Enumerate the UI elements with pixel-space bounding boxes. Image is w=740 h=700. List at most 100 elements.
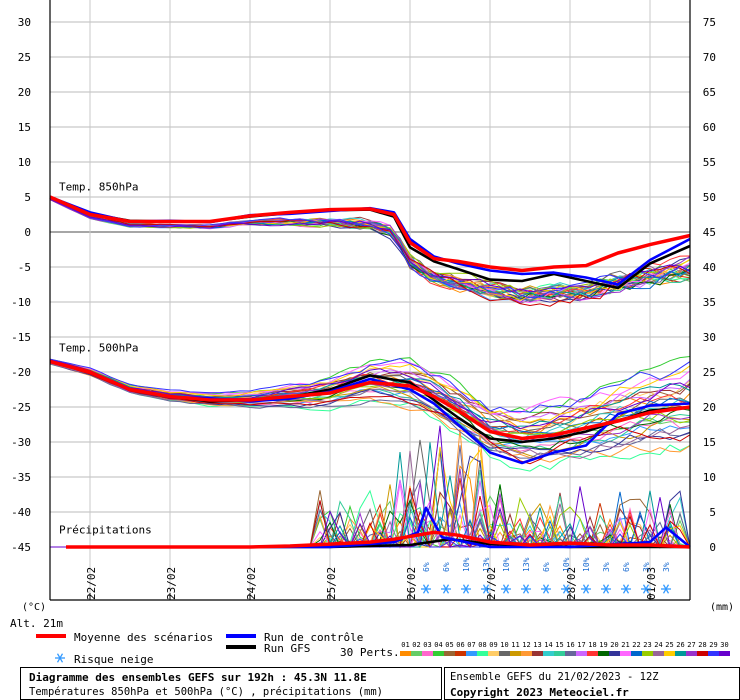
right-tick-label: 30 bbox=[703, 331, 716, 344]
right-tick-label: 25 bbox=[703, 366, 716, 379]
snowflake-stroke bbox=[602, 584, 610, 594]
member-number: 08 bbox=[478, 641, 486, 649]
snowflake-icon bbox=[561, 584, 571, 594]
left-tick-label: 20 bbox=[18, 86, 31, 99]
member-swatch bbox=[521, 651, 532, 656]
member-number: 05 bbox=[445, 641, 453, 649]
snowflake-icon bbox=[461, 584, 471, 594]
member-swatch bbox=[543, 651, 554, 656]
snowflake-stroke bbox=[562, 584, 570, 594]
member-number: 16 bbox=[566, 641, 574, 649]
snowflake-stroke bbox=[522, 584, 530, 594]
snowflake-icon bbox=[601, 584, 611, 594]
snow-risk-row: 6% 6% 10% 13% 10% 13% 6% 10% 10% 3% 6% 3% 3% bbox=[421, 557, 671, 594]
member-number: 25 bbox=[665, 641, 673, 649]
member-number: 18 bbox=[588, 641, 596, 649]
member-swatch bbox=[400, 651, 411, 656]
snowflake-icon bbox=[661, 584, 671, 594]
footer-title: Diagramme des ensembles GEFS sur 192h : … bbox=[29, 671, 367, 684]
snowflake-icon bbox=[581, 584, 591, 594]
member-number: 13 bbox=[533, 641, 541, 649]
member-swatch bbox=[697, 651, 708, 656]
member-number: 17 bbox=[577, 641, 585, 649]
member-swatch bbox=[433, 651, 444, 656]
snow-risk-pct: 10% bbox=[462, 557, 471, 572]
footer-run: Ensemble GEFS du 21/02/2023 - 12Z bbox=[450, 671, 659, 683]
snowflake-stroke bbox=[482, 584, 490, 594]
main-series bbox=[49, 195, 691, 549]
member-number: 03 bbox=[423, 641, 431, 649]
snowflake-icon bbox=[481, 584, 491, 594]
right-tick-label: 0 bbox=[709, 541, 716, 554]
snow-risk-pct: 13% bbox=[522, 557, 531, 572]
right-tick-label: 55 bbox=[703, 156, 716, 169]
snow-risk-pct: 6% bbox=[442, 562, 451, 572]
legend: Moyenne des scénarios Run de contrôle Ru… bbox=[36, 631, 730, 666]
member-line-500 bbox=[49, 359, 691, 430]
member-swatch bbox=[554, 651, 565, 656]
member-swatch bbox=[675, 651, 686, 656]
legend-mean-label: Moyenne des scénarios bbox=[74, 631, 213, 644]
legend-control-label: Run de contrôle bbox=[264, 631, 363, 644]
snowflake-stroke bbox=[582, 584, 590, 594]
left-tick-label: -35 bbox=[11, 471, 31, 484]
legend-mean-swatch bbox=[36, 634, 66, 638]
member-number: 04 bbox=[434, 641, 442, 649]
x-tick-label: 23/02 bbox=[165, 567, 178, 600]
snow-risk-pct: 10% bbox=[562, 557, 571, 572]
member-number: 27 bbox=[687, 641, 695, 649]
snowflake-stroke bbox=[462, 584, 470, 594]
x-tick-label: 24/02 bbox=[245, 567, 258, 600]
footer-run-box: Ensemble GEFS du 21/02/2023 - 12Z Copyri… bbox=[444, 667, 740, 700]
left-tick-label: -10 bbox=[11, 296, 31, 309]
snowflake-icon bbox=[441, 584, 451, 594]
right-tick-label: 50 bbox=[703, 191, 716, 204]
member-swatch bbox=[642, 651, 653, 656]
footer-subtitle: Températures 850hPa et 500hPa (°C) , pré… bbox=[29, 686, 384, 698]
snowflake-icon bbox=[521, 584, 531, 594]
member-swatch bbox=[576, 651, 587, 656]
snow-risk-pct: 6% bbox=[422, 562, 431, 572]
left-tick-label: -45 bbox=[11, 541, 31, 554]
member-line-850 bbox=[49, 198, 691, 299]
member-swatch bbox=[708, 651, 719, 656]
left-tick-label: -5 bbox=[18, 261, 31, 274]
member-swatch bbox=[477, 651, 488, 656]
left-unit-label: (°C) bbox=[22, 602, 46, 613]
member-swatch bbox=[587, 651, 598, 656]
snowflake-stroke bbox=[642, 584, 650, 594]
member-line-500 bbox=[49, 358, 691, 413]
member-number: 23 bbox=[643, 641, 651, 649]
left-tick-label: -25 bbox=[11, 401, 31, 414]
series-control-precip bbox=[66, 506, 691, 549]
member-number: 30 bbox=[720, 641, 728, 649]
right-unit-label: (mm) bbox=[710, 602, 734, 613]
member-number: 20 bbox=[610, 641, 618, 649]
member-number: 22 bbox=[632, 641, 640, 649]
member-number: 02 bbox=[412, 641, 420, 649]
member-legend: 01 02 03 04 05 06 07 08 09 10 11 12 13 14 15 16 17 18 19 20… bbox=[400, 641, 730, 656]
right-tick-label: 65 bbox=[703, 86, 716, 99]
member-line-500 bbox=[49, 363, 691, 459]
snowflake-stroke bbox=[442, 584, 450, 594]
left-tick-label: -20 bbox=[11, 366, 31, 379]
snowflake-stroke bbox=[622, 584, 630, 594]
member-swatch bbox=[653, 651, 664, 656]
member-number: 29 bbox=[709, 641, 717, 649]
left-tick-label: -30 bbox=[11, 436, 31, 449]
x-tick-label: 26/02 bbox=[405, 567, 418, 600]
left-tick-label: 0 bbox=[24, 226, 31, 239]
axes: 302520151050-5-10-15-20-25-30-35-40-4575… bbox=[11, 0, 716, 601]
left-tick-label: -40 bbox=[11, 506, 31, 519]
member-swatch bbox=[422, 651, 433, 656]
snowflake-icon bbox=[541, 584, 551, 594]
left-tick-label: 30 bbox=[18, 16, 31, 29]
member-swatch bbox=[620, 651, 631, 656]
panel-label: Temp. 850hPa bbox=[59, 181, 138, 194]
member-swatch bbox=[565, 651, 576, 656]
snow-risk-pct: 10% bbox=[502, 557, 511, 572]
member-number: 19 bbox=[599, 641, 607, 649]
member-line-500 bbox=[49, 358, 691, 423]
left-tick-label: 25 bbox=[18, 51, 31, 64]
snow-risk-pct: 10% bbox=[582, 557, 591, 572]
